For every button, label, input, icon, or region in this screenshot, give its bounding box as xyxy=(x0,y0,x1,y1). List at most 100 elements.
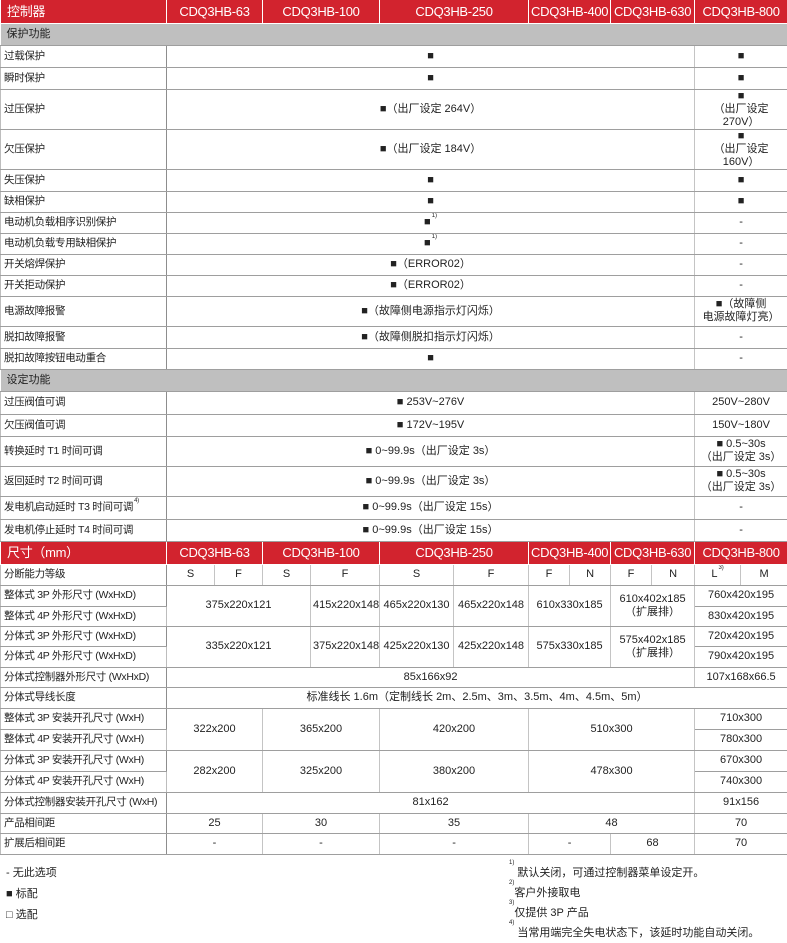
cell-text: N xyxy=(586,568,594,580)
cell-text: ■（故障侧脱扣指示灯闪烁） xyxy=(361,331,500,343)
table-row: 发电机停止延时 T4 时间可调■ 0~99.9s（出厂设定 15s）- xyxy=(1,519,787,541)
cell-text: - xyxy=(739,501,743,513)
row-label: 尺寸（mm） xyxy=(1,541,167,564)
table-cell: 282x200 xyxy=(167,750,263,792)
cell-text: 510x300 xyxy=(590,723,632,735)
cell-text: 30 xyxy=(315,817,327,829)
table-cell: 465x220x130 xyxy=(380,585,454,626)
cell-text: 返回延时 T2 时间可调 xyxy=(4,475,103,487)
column-header: CDQ3HB-630 xyxy=(611,0,695,23)
table-cell: 375x220x121 xyxy=(167,585,311,626)
cell-text: ■（ERROR02） xyxy=(390,279,471,291)
cell-text: L xyxy=(711,568,717,580)
table-cell: - xyxy=(695,519,787,541)
table-cell: 575x402x185 （扩展排） xyxy=(611,626,695,667)
cell-text: CDQ3HB-63 xyxy=(179,545,249,560)
table-cell: M xyxy=(741,564,787,585)
cell-text: - xyxy=(739,237,743,249)
column-header: CDQ3HB-100 xyxy=(263,0,380,23)
row-label: 转换延时 T1 时间可调 xyxy=(1,436,167,466)
row-label: 开关熔焊保护 xyxy=(1,254,167,275)
table-cell: ■ xyxy=(695,169,787,191)
cell-text: 380x200 xyxy=(433,765,475,777)
table-cell: - xyxy=(529,833,611,854)
cell-text: 740x300 xyxy=(720,775,762,787)
cell-text: S xyxy=(283,568,290,580)
table-cell: 85x166x92 xyxy=(167,667,695,687)
cell-text: 发电机停止延时 T4 时间可调 xyxy=(4,524,133,536)
cell-text: 失压保护 xyxy=(4,174,45,186)
table-cell: F xyxy=(529,564,570,585)
cell-text: ■ xyxy=(738,50,745,62)
cell-text: ■ xyxy=(738,195,745,207)
column-header: CDQ3HB-400 xyxy=(529,541,611,564)
column-header: CDQ3HB-630 xyxy=(611,541,695,564)
cell-text: - xyxy=(739,524,743,536)
table-cell: ■（ERROR02） xyxy=(167,275,695,296)
cell-text: CDQ3HB-100 xyxy=(282,545,359,560)
legend-item: - 无此选项 xyxy=(6,863,57,884)
row-label: 欠压阀值可调 xyxy=(1,414,167,436)
cell-text: - xyxy=(213,837,217,849)
cell-text: 478x300 xyxy=(590,765,632,777)
cell-text: CDQ3HB-400 xyxy=(531,545,608,560)
cell-text: - xyxy=(568,837,572,849)
table-row: 失压保护■■ xyxy=(1,169,787,191)
table-cell: ■ xyxy=(695,191,787,212)
table-cell: L3) xyxy=(695,564,741,585)
cell-text: ■（故障侧电源指示灯闪烁） xyxy=(361,305,500,317)
cell-text: ■（出厂设定 184V） xyxy=(380,143,481,155)
cell-text: 欠压阀值可调 xyxy=(4,419,65,431)
table-cell: 478x300 xyxy=(529,750,695,792)
cell-text: 瞬时保护 xyxy=(4,72,45,84)
table-cell: 465x220x148 xyxy=(454,585,529,626)
cell-text: 欠压保护 xyxy=(4,143,45,155)
cell-text: ■ 0.5~30s （出厂设定 3s） xyxy=(701,468,782,493)
footer: - 无此选项■ 标配□ 选配 1) 默认关闭，可通过控制器菜单设定开。2)客户外… xyxy=(0,863,787,943)
cell-text: 465x220x130 xyxy=(383,599,449,611)
table-cell: 81x162 xyxy=(167,792,695,813)
cell-text: 48 xyxy=(605,817,617,829)
cell-text: 电源故障报警 xyxy=(4,305,65,317)
table-cell: ■ xyxy=(695,45,787,67)
table-cell: - xyxy=(695,348,787,369)
column-header: CDQ3HB-250 xyxy=(380,541,529,564)
table-cell: 375x220x148 xyxy=(311,626,380,667)
cell-text: CDQ3HB-800 xyxy=(702,4,779,19)
table-cell: 710x300 xyxy=(695,708,787,729)
table-cell: ■ xyxy=(695,67,787,89)
cell-text: - xyxy=(739,258,743,270)
cell-text: ■ xyxy=(738,174,745,186)
table-cell: ■（故障侧脱扣指示灯闪烁） xyxy=(167,326,695,348)
table-cell: 740x300 xyxy=(695,771,787,792)
row-label: 过压保护 xyxy=(1,89,167,129)
table-cell: 150V~180V xyxy=(695,414,787,436)
cell-text: 425x220x130 xyxy=(383,640,449,652)
footnote-text: 仅提供 3P 产品 xyxy=(514,907,588,919)
table-cell: 365x200 xyxy=(263,708,380,750)
cell-text: 425x220x148 xyxy=(458,640,524,652)
cell-text: 325x200 xyxy=(300,765,342,777)
table-cell: ■ 0.5~30s （出厂设定 3s） xyxy=(695,466,787,496)
row-label: 整体式 4P 安装开孔尺寸 (WxH) xyxy=(1,729,167,750)
cell-text: CDQ3HB-630 xyxy=(614,4,691,19)
table-cell: 670x300 xyxy=(695,750,787,771)
cell-text: S xyxy=(413,568,420,580)
row-label: 电动机负载专用缺相保护 xyxy=(1,233,167,254)
table-cell: 760x420x195 xyxy=(695,585,787,606)
table-cell: 48 xyxy=(529,813,695,833)
row-label: 分体式控制器外形尺寸 (WxHxD) xyxy=(1,667,167,687)
row-label: 失压保护 xyxy=(1,169,167,191)
cell-text: CDQ3HB-800 xyxy=(702,545,779,560)
table-cell: 420x200 xyxy=(380,708,529,750)
footnote-marker: 1) xyxy=(509,860,514,866)
footnote-text: 当常用端完全失电状态下，该延时功能自动关闭。 xyxy=(514,927,759,939)
cell-text: 670x300 xyxy=(720,754,762,766)
cell-text: - xyxy=(739,352,743,364)
cell-text: 68 xyxy=(646,837,658,849)
column-header: CDQ3HB-400 xyxy=(529,0,611,23)
